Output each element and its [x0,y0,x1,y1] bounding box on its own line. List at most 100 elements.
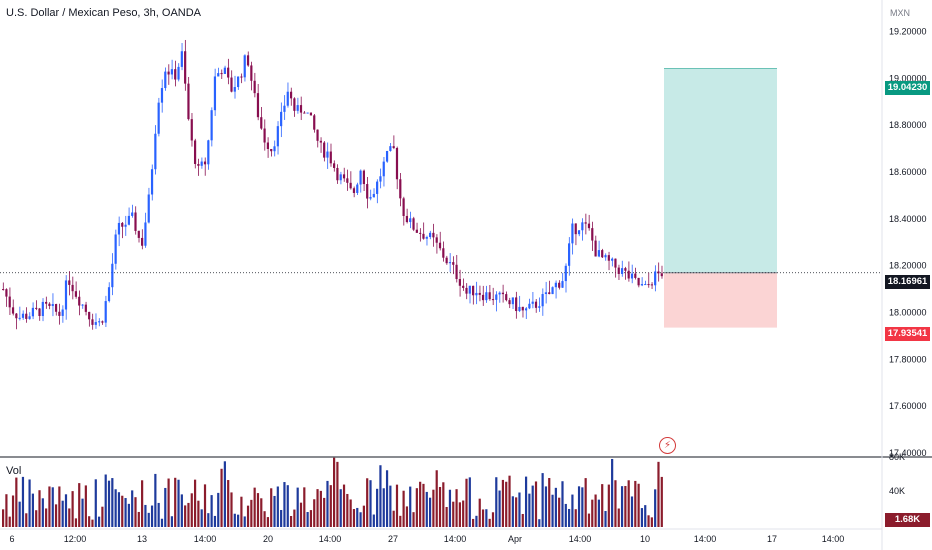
candle-body [97,321,101,323]
candle-body [68,280,71,285]
volume-bar [190,493,193,527]
price-tick-label: 19.20000 [889,26,927,36]
candle-body [544,292,548,295]
volume-bar [167,478,170,527]
volume-bar [548,478,551,527]
candle-body [650,284,653,286]
candle-body [379,176,382,182]
candle-body [405,215,409,223]
volume-bar [558,497,561,527]
candle-body [203,161,207,165]
volume-bar [491,512,495,527]
candle-body [45,301,48,304]
time-tick-label: 6 [9,534,14,544]
candle-body [654,271,657,286]
volume-bar [564,503,567,527]
candle-body [524,308,528,311]
volume-bar [551,494,554,527]
volume-bar [577,486,581,527]
time-tick-label: 14:00 [444,534,467,544]
candle-body [455,264,458,280]
candle-body [319,140,322,143]
candle-body [462,285,465,288]
price-tick-label: 17.40000 [889,448,927,458]
candle-body [38,308,41,316]
volume-bar [654,489,657,527]
volume-bar [614,480,617,527]
volume-bar [276,486,279,527]
candle-body [84,304,87,312]
candle-body [627,270,630,279]
volume-bar [293,509,296,527]
volume-bar [392,510,395,527]
volume-bar [21,476,25,527]
volume-bar [333,457,336,527]
volume-bar [352,509,356,527]
candle-body [425,237,428,239]
candle-body [647,284,650,286]
candle-body [237,76,240,88]
candle-body [193,140,197,164]
candle-body [521,306,524,311]
volume-bar [150,505,154,527]
candle-body [587,223,591,229]
time-tick-label: 12:00 [64,534,87,544]
price-tick-label: 18.60000 [889,167,927,177]
candle-body [475,292,478,296]
candle-body [617,267,620,274]
volume-bar [174,477,177,527]
candle-body [104,301,107,323]
candle-body [372,193,375,198]
candle-body [538,306,541,308]
candle-body [147,194,150,223]
event-flash-icon[interactable]: ⚡ [659,437,676,454]
candle-body [554,282,557,288]
candle-body [438,242,442,249]
volume-bar [160,518,164,527]
volume-bar [647,515,650,527]
volume-bar [448,489,452,527]
candle-body [333,163,336,168]
volume-bar [309,510,313,527]
candle-body [157,102,160,134]
volume-bar [147,512,150,527]
candle-body [508,300,511,305]
volume-bar [263,511,266,527]
volume-bar [379,465,382,527]
candle-body [233,87,236,92]
volume-bar [501,479,505,527]
volume-bar [289,515,293,527]
volume-bar [144,504,147,527]
take-profit-tag: 19.04230 [885,81,930,95]
candle-body [624,268,627,271]
volume-bar [256,493,260,527]
price-tick-label: 18.00000 [889,307,927,317]
candle-body [144,222,147,246]
volume-indicator-label[interactable]: Vol [6,465,22,477]
candle-body [419,232,422,234]
time-tick-label: 14:00 [822,534,845,544]
candle-body [273,146,276,152]
volume-bar [230,492,233,527]
volume-bar [286,485,289,527]
candle-body [280,111,283,127]
candle-body [266,142,269,149]
candle-body [362,170,365,185]
candle-body [561,281,564,288]
volume-bar [472,518,475,527]
candle-body [256,93,260,118]
volume-bar [362,505,365,527]
candle-body [644,284,647,286]
volume-bar [131,490,134,527]
volume-bar [220,468,223,527]
volume-bar [372,514,375,527]
volume-bar [127,503,130,527]
volume-bar [187,502,190,527]
volume-bar [54,504,58,527]
volume-bar [611,458,614,527]
candle-body [399,179,402,199]
candle-body [250,65,253,81]
candle-body [61,309,64,316]
candle-body [574,223,577,235]
